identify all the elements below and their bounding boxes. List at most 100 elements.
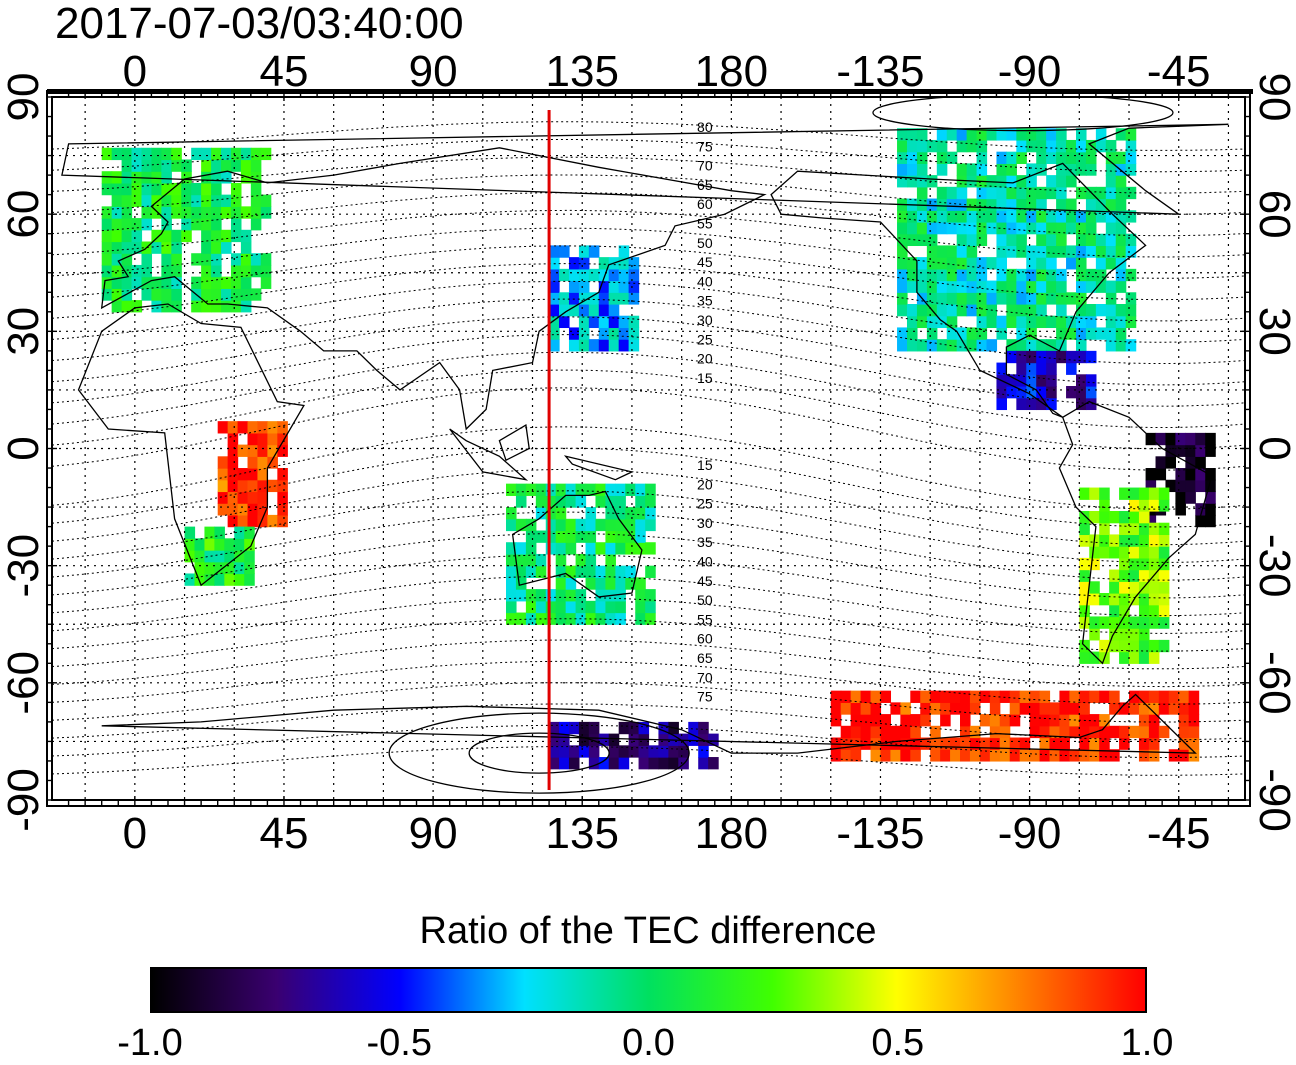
tec-cell — [1148, 749, 1160, 762]
tec-cell — [635, 577, 646, 590]
tec-cell — [916, 163, 928, 176]
tec-cell — [976, 280, 988, 293]
tec-cell — [1115, 327, 1127, 340]
tec-cell — [1125, 128, 1137, 141]
tec-cell — [1036, 362, 1047, 375]
tec-cell — [1115, 221, 1127, 235]
tec-cell — [1148, 714, 1160, 727]
tec-cell — [608, 303, 620, 317]
tec-cell — [920, 737, 931, 750]
tec-cell — [926, 245, 938, 258]
tec-cell — [1095, 186, 1107, 200]
tec-cell — [1099, 499, 1110, 512]
tec-cell — [585, 530, 597, 543]
tec-cell — [217, 456, 229, 469]
tec-cell — [1026, 221, 1037, 235]
map-frame — [46, 89, 1253, 807]
tec-cell — [986, 221, 998, 235]
tec-cell — [1026, 327, 1037, 340]
tec-cell — [1175, 479, 1186, 493]
tec-cell — [1016, 233, 1027, 247]
tec-cell — [910, 749, 921, 762]
tec-cell — [131, 276, 143, 289]
tec-cell — [1075, 151, 1087, 164]
tec-cell — [240, 159, 252, 172]
tec-cell — [1036, 221, 1047, 235]
tec-cell — [1145, 432, 1157, 446]
tec-cell — [575, 565, 587, 578]
tec-cell — [131, 194, 143, 207]
tec-cell — [668, 745, 679, 758]
tec-cell — [1119, 628, 1130, 641]
tec-cell — [1006, 210, 1017, 223]
tec-region — [830, 690, 1200, 762]
tec-cell — [1016, 315, 1027, 329]
tec-cell — [1069, 725, 1080, 739]
tec-cell — [240, 264, 252, 278]
tec-cell — [1006, 315, 1017, 329]
tec-cell — [260, 147, 272, 161]
tec-cell — [1006, 233, 1017, 247]
tec-cell — [1016, 327, 1027, 340]
tec-cell — [211, 276, 222, 289]
tec-cell — [1119, 737, 1130, 750]
tec-cell — [1148, 546, 1160, 559]
tec-cell — [936, 268, 948, 282]
tec-cell — [1026, 268, 1037, 282]
tec-cell — [1056, 139, 1067, 153]
tec-cell — [906, 151, 918, 164]
tec-cell — [645, 507, 656, 520]
tec-cell — [960, 749, 971, 762]
tec-cell — [1148, 651, 1160, 664]
tec-cell — [535, 553, 547, 567]
tec-cell — [101, 288, 113, 301]
tec-cell — [1105, 175, 1117, 188]
tec-cell — [1089, 510, 1100, 524]
tec-cell — [1125, 315, 1137, 329]
tec-cell — [1046, 257, 1057, 270]
tec-cell — [926, 339, 938, 352]
tec-cell — [578, 303, 590, 317]
tec-cell — [211, 159, 222, 172]
contour-label: 70 — [697, 669, 713, 685]
tec-cell — [267, 514, 278, 528]
tec-cell — [1178, 737, 1190, 750]
tec-cell — [277, 503, 288, 516]
tec-cell — [555, 589, 567, 602]
tec-cell — [1089, 737, 1100, 750]
tec-cell — [1125, 245, 1137, 258]
tec-cell — [635, 612, 646, 625]
tec-cell — [1095, 257, 1107, 270]
tec-cell — [1115, 339, 1127, 352]
tec-cell — [559, 245, 570, 258]
tec-cell — [277, 514, 288, 528]
tec-cell — [976, 128, 988, 141]
tec-cell — [1138, 510, 1150, 524]
tec-cell — [1158, 725, 1170, 739]
tec-cell — [1129, 534, 1140, 547]
tec-cell — [181, 218, 192, 231]
tec-cell — [906, 315, 918, 329]
tec-cell — [1009, 702, 1021, 715]
tec-cell — [151, 276, 162, 289]
tec-cell — [194, 573, 206, 586]
tec-cell — [585, 507, 597, 520]
tec-cell — [221, 194, 232, 207]
tec-cell — [277, 432, 288, 446]
tec-cell — [565, 577, 577, 590]
tec-cell — [230, 147, 242, 161]
tec-cell — [1115, 268, 1127, 282]
tec-cell — [615, 495, 626, 508]
tec-cell — [1109, 616, 1120, 629]
tec-cell — [549, 721, 560, 735]
tec-cell — [956, 303, 968, 317]
tec-cell — [950, 749, 961, 762]
tec-cell — [191, 147, 202, 161]
tec-cell — [1138, 651, 1150, 664]
tec-cell — [1158, 639, 1170, 653]
tec-cell — [267, 479, 278, 493]
tec-cell — [1006, 350, 1017, 364]
tec-cell — [1109, 702, 1120, 715]
tec-cell — [1066, 175, 1077, 188]
tec-cell — [1095, 303, 1107, 317]
